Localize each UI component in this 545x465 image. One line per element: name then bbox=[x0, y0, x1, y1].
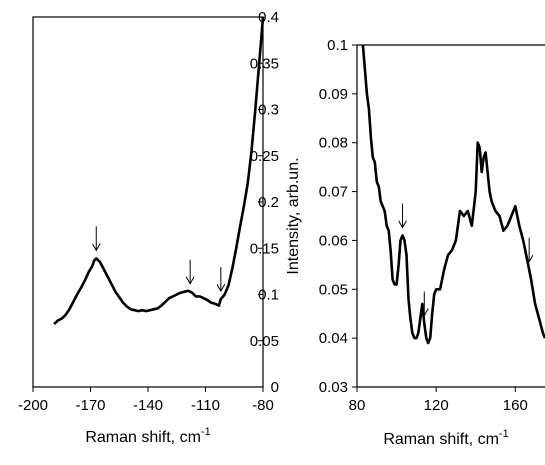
x-axis-label-text: Raman shift, cm bbox=[383, 431, 499, 448]
y-tick-label: 0.1 bbox=[327, 37, 348, 54]
x-axis-label: Raman shift, cm-1 bbox=[383, 428, 508, 448]
spectrum-line bbox=[363, 45, 545, 343]
y-tick-label: 0.05 bbox=[319, 281, 348, 298]
y-tick-label: 0 bbox=[271, 379, 279, 396]
y-tick-label: 0.07 bbox=[319, 184, 348, 201]
left-chart-panel: 00.050.10.150.20.250.30.350.4-200-170-14… bbox=[18, 9, 279, 446]
y-tick-label: 0.35 bbox=[250, 55, 279, 72]
y-tick-label: 0.09 bbox=[319, 86, 348, 103]
x-axis-label: Raman shift, cm-1 bbox=[85, 426, 210, 446]
y-tick-label: 0.04 bbox=[319, 330, 348, 347]
plot-frame bbox=[33, 17, 263, 387]
x-axis-label-text: Raman shift, cm bbox=[85, 429, 201, 446]
x-axis-label-superscript: -1 bbox=[499, 428, 509, 440]
y-tick-label: 0.15 bbox=[250, 240, 279, 257]
y-tick-label: 0.05 bbox=[250, 333, 279, 350]
x-tick-label: 160 bbox=[503, 397, 528, 414]
y-tick-label: 0.3 bbox=[258, 102, 279, 119]
x-tick-label: 80 bbox=[349, 397, 366, 414]
x-tick-label: -80 bbox=[252, 397, 274, 414]
y-tick-label: 0.2 bbox=[258, 194, 279, 211]
x-tick-label: 120 bbox=[424, 397, 449, 414]
x-tick-label: -200 bbox=[18, 397, 48, 414]
y-tick-label: 0.03 bbox=[319, 379, 348, 396]
y-tick-label: 0.1 bbox=[258, 287, 279, 304]
y-axis-label: Intensity, arb.un. bbox=[285, 157, 302, 274]
spectrum-line bbox=[54, 17, 263, 324]
x-axis-label-superscript: -1 bbox=[201, 426, 211, 438]
x-tick-label: -110 bbox=[191, 397, 220, 414]
y-tick-label: 0.06 bbox=[319, 232, 348, 249]
y-tick-label: 0.08 bbox=[319, 135, 348, 152]
y-tick-label: 0.25 bbox=[250, 148, 279, 165]
x-tick-label: -170 bbox=[75, 397, 105, 414]
x-tick-label: -140 bbox=[133, 397, 163, 414]
